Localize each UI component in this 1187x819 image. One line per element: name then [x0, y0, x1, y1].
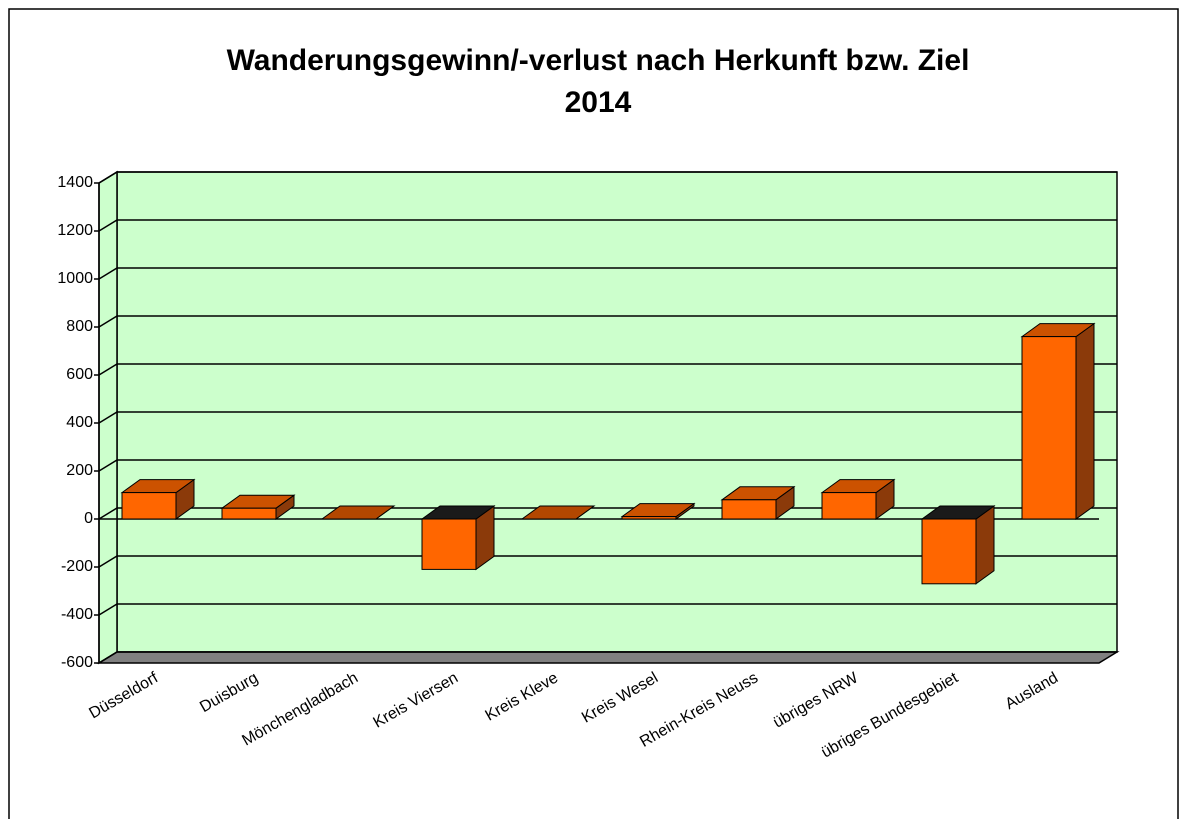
- bar: [721, 499, 777, 520]
- y-tick-label: 200: [66, 462, 93, 479]
- bar-side: [975, 505, 995, 585]
- y-tick-label: -600: [61, 654, 93, 671]
- floor: [96, 651, 1120, 664]
- y-tick-label: 400: [66, 414, 93, 431]
- grid-line: [98, 171, 1117, 184]
- y-tick-label: -200: [61, 558, 93, 575]
- bar-top: [320, 505, 396, 520]
- y-tick-label: 600: [66, 366, 93, 383]
- bar: [221, 507, 277, 520]
- bar: [921, 518, 977, 585]
- bar: [621, 516, 677, 520]
- grid-line: [98, 315, 1117, 328]
- grid-line: [98, 411, 1117, 424]
- bar: [121, 492, 177, 520]
- y-tick-label: 1200: [57, 222, 93, 239]
- bar-top: [520, 505, 596, 520]
- grid-line: [98, 267, 1117, 280]
- grid-line: [98, 651, 1117, 664]
- grid-line: [98, 459, 1117, 472]
- chart-title: Wanderungsgewinn/-verlust nach Herkunft …: [227, 44, 970, 77]
- y-tick-label: 800: [66, 318, 93, 335]
- bar: [1021, 336, 1077, 520]
- y-tick-label: 1400: [57, 174, 93, 191]
- chart-title: 2014: [565, 86, 632, 119]
- y-tick-label: -400: [61, 606, 93, 623]
- grid-line: [98, 555, 1117, 568]
- y-tick-label: 1000: [57, 270, 93, 287]
- y-tick-label: 0: [84, 510, 93, 527]
- bar: [421, 518, 477, 570]
- bar: [821, 492, 877, 520]
- bar-side: [1075, 322, 1095, 520]
- grid-line: [98, 603, 1117, 616]
- grid-line: [98, 363, 1117, 376]
- grid-line: [98, 219, 1117, 232]
